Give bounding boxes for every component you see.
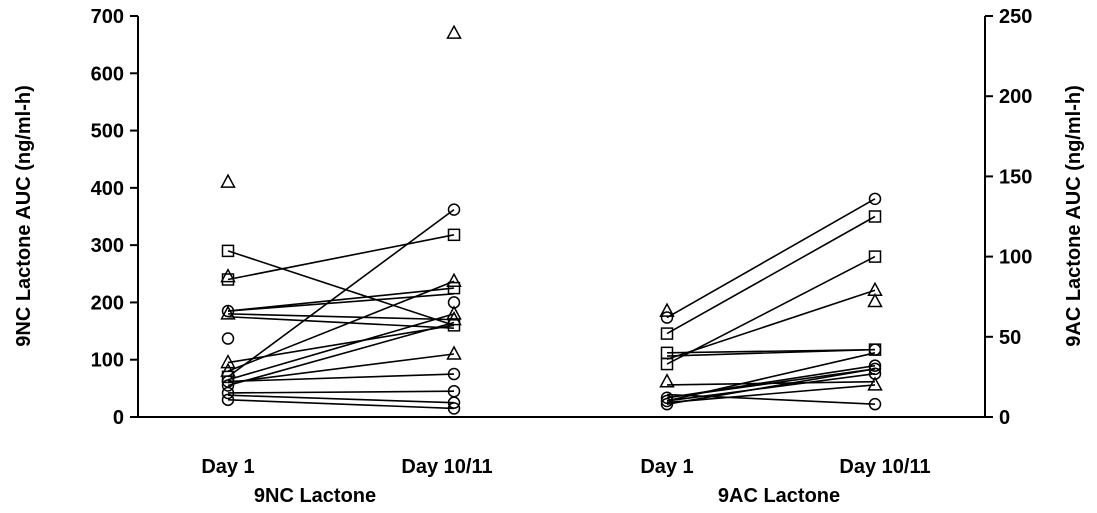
group1-unpaired-circle-marker (447, 296, 461, 309)
right-tick-label: 150 (999, 166, 1032, 188)
group2-day2-label: Day 10/11 (839, 456, 930, 478)
group1-pair-line (227, 287, 455, 312)
group2-day1-circle-marker (660, 394, 674, 408)
right-axis-title: 9AC Lactone AUC (ng/ml-h) (1063, 85, 1085, 346)
group1-day2-circle-marker (447, 367, 461, 381)
group2-pair-line (666, 255, 876, 365)
right-tick-label: 100 (999, 247, 1032, 269)
left-axis-title: 9NC Lactone AUC (ng/ml-h) (13, 85, 35, 346)
group2-day2-triangle-marker (867, 376, 883, 391)
group1-day2-circle-marker (447, 203, 461, 216)
group1-pair-line (227, 353, 455, 384)
group2-day2-circle-marker (868, 192, 882, 206)
group1-pair-line (227, 313, 455, 321)
group1-day1-circle-marker (221, 393, 235, 407)
left-tick-label: 400 (91, 178, 124, 200)
group1-pair-line (227, 315, 455, 330)
group2-day1-square-marker (660, 357, 674, 371)
left-tick-label: 100 (91, 350, 124, 372)
group2-pair-line (666, 393, 876, 405)
group1-pair-line (227, 280, 455, 372)
group1-unpaired-triangle-marker (220, 268, 236, 283)
group1-pair-line (227, 293, 455, 312)
group1-pair-line (227, 394, 455, 404)
group2-pair-line (666, 289, 876, 361)
group2-pair-line (666, 348, 876, 357)
group2-day1-square-marker (660, 327, 674, 340)
group1-pair-line (227, 390, 455, 394)
group1-day2-square-marker (447, 281, 461, 295)
group2-pair-line (666, 368, 876, 405)
paired-lines (227, 198, 876, 410)
group1-day2-circle-marker (447, 402, 461, 415)
group1-day1-triangle-marker (220, 305, 236, 320)
left-tick-label: 0 (113, 407, 124, 429)
group2-day2-circle-marker (868, 362, 882, 376)
category-labels: Day 1 Day 10/11 9NC Lactone Day 1 Day 10… (201, 456, 930, 507)
group2-day2-circle-marker (868, 359, 882, 372)
left-tick-label: 500 (91, 121, 124, 143)
group2-day1-circle-marker (660, 391, 674, 405)
group1-unpaired-triangle-marker (220, 173, 236, 188)
group1-day2-square-marker (447, 228, 461, 242)
right-tick-label: 250 (999, 6, 1032, 28)
right-axis-ticks: 0 50 100 150 200 250 (985, 6, 1032, 429)
group1-day1-square-marker (221, 370, 235, 384)
group1-pair-line (227, 373, 455, 383)
group1-day1-triangle-marker (220, 354, 236, 369)
left-tick-label: 300 (91, 235, 124, 257)
group1-day1-label: Day 1 (201, 456, 254, 478)
right-tick-label: 0 (999, 407, 1010, 429)
group1-pair-line (227, 234, 455, 281)
group1-pair-line (227, 208, 455, 378)
group2-unpaired-circle-marker (868, 343, 882, 356)
left-tick-label: 600 (91, 63, 124, 85)
group2-pair-line (666, 215, 876, 335)
group1-day2-label: Day 10/11 (401, 456, 492, 478)
group2-pair-line (666, 352, 876, 402)
group2-day2-square-marker (868, 250, 882, 263)
group1-name-label: 9NC Lactone (254, 485, 376, 507)
group1-day1-circle-marker (221, 386, 235, 400)
group1-day2-triangle-marker (446, 272, 462, 287)
group1-unpaired-circle-marker (221, 332, 235, 345)
left-tick-label: 700 (91, 6, 124, 28)
group2-day1-circle-marker (660, 311, 674, 324)
group2-name-label: 9AC Lactone (718, 485, 840, 507)
group1-day2-circle-marker (447, 396, 461, 409)
right-tick-label: 50 (999, 327, 1021, 349)
group2-pair-line (666, 384, 876, 404)
group2-unpaired-triangle-marker (867, 292, 883, 308)
group1-pair-line (227, 321, 455, 387)
left-tick-label: 200 (91, 292, 124, 314)
group2-day2-circle-marker (868, 397, 882, 411)
group1-day1-square-marker (221, 244, 235, 258)
group1-day2-triangle-marker (446, 305, 462, 320)
axes (137, 16, 986, 418)
group1-pair-line (227, 250, 455, 327)
group2-day2-square-marker (868, 210, 882, 223)
group2-pair-line (666, 198, 876, 319)
group2-day1-label: Day 1 (640, 456, 693, 478)
right-tick-label: 200 (999, 86, 1032, 108)
group2-day1-triangle-marker (659, 373, 675, 388)
group1-pair-line (227, 313, 455, 381)
group2-day1-circle-marker (660, 397, 674, 411)
left-axis-ticks: 0 100 200 300 400 500 600 700 (91, 6, 138, 429)
data-markers (220, 24, 883, 415)
group1-unpaired-triangle-marker (446, 24, 462, 39)
group2-unpaired-triangle-marker (659, 302, 675, 317)
group1-day2-triangle-marker (446, 345, 462, 360)
group1-pair-line (227, 399, 455, 410)
group1-day1-circle-marker (221, 379, 235, 392)
